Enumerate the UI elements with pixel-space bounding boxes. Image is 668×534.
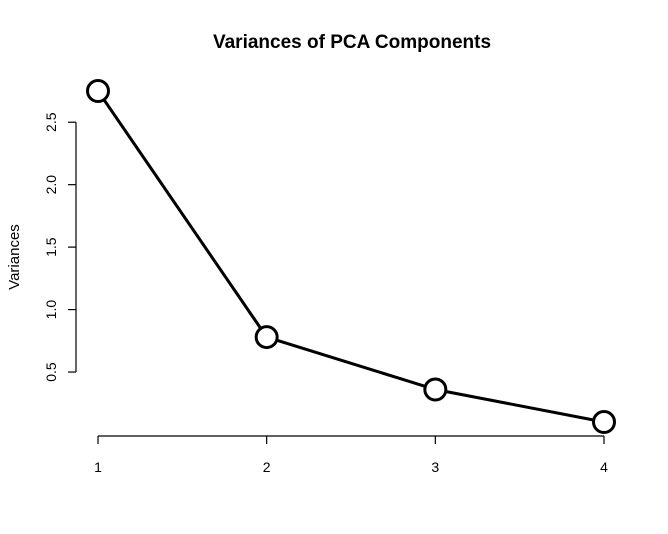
y-axis-label: Variances (6, 224, 23, 290)
x-tick-label: 2 (263, 459, 271, 475)
data-point (254, 325, 279, 350)
series-line (96, 90, 605, 424)
x-tick-label: 1 (94, 459, 102, 475)
y-tick-label: 1.5 (43, 237, 59, 257)
chart-title: Variances of PCA Components (213, 32, 491, 53)
y-tick-label: 0.5 (43, 362, 59, 382)
data-point (423, 377, 448, 402)
data-point (592, 410, 616, 434)
x-axis: 1 2 3 4 (94, 435, 608, 475)
y-tick-label: 2.5 (43, 112, 59, 132)
data-point (86, 79, 110, 103)
y-axis: 0.5 1.0 1.5 2.0 2.5 (43, 112, 77, 382)
y-tick-label: 2.0 (43, 175, 59, 195)
x-tick-label: 4 (600, 459, 608, 475)
x-tick-label: 3 (431, 459, 439, 475)
variance-series (86, 79, 616, 434)
y-tick-label: 1.0 (43, 300, 59, 320)
